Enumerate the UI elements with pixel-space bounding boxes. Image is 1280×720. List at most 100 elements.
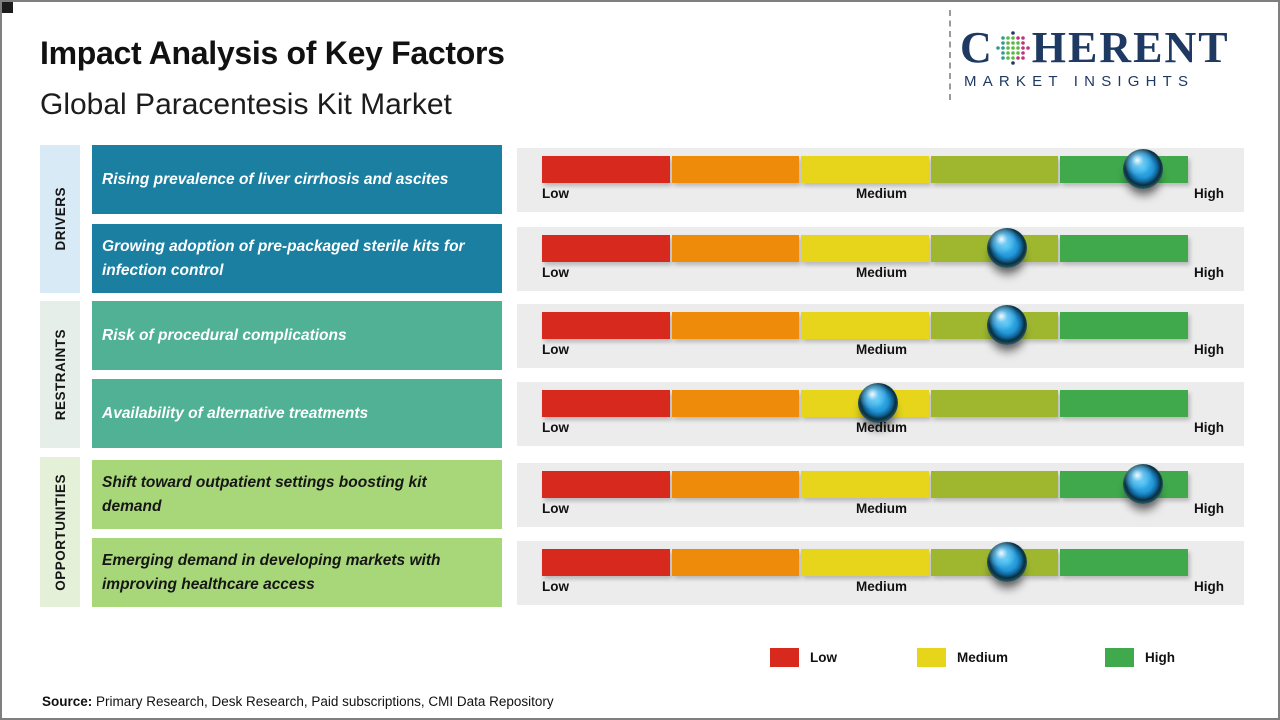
- scale-segment-low-mid: [671, 312, 800, 339]
- scale-segment-medium: [801, 471, 929, 498]
- scale-segment-low: [542, 390, 670, 417]
- factor-row: Growing adoption of pre-packaged sterile…: [92, 224, 1244, 293]
- impact-scale-panel: Low Medium High: [517, 541, 1244, 605]
- factor-row: Availability of alternative treatments L…: [92, 379, 1244, 448]
- scale-label-medium: Medium: [855, 501, 907, 516]
- scale-label-high: High: [1193, 186, 1224, 201]
- impact-scale-panel: Low Medium High: [517, 463, 1244, 527]
- impact-marker-icon: [857, 383, 898, 423]
- scale-label-low: Low: [542, 501, 569, 516]
- factor-text: Rising prevalence of liver cirrhosis and…: [102, 170, 449, 188]
- scale-bar: [542, 542, 1188, 582]
- legend-swatch-medium: [917, 648, 946, 667]
- legend-item-medium: Medium: [917, 648, 1008, 667]
- scale-label-high: High: [1193, 501, 1224, 516]
- scale-segment-low-mid: [671, 390, 800, 417]
- factor-box: Shift toward outpatient settings boostin…: [92, 460, 502, 529]
- scale-segment-low: [542, 312, 670, 339]
- scale-label-medium: Medium: [855, 420, 907, 435]
- scale-segment-high: [1060, 390, 1188, 417]
- source-text: Primary Research, Desk Research, Paid su…: [92, 694, 554, 709]
- factor-box: Rising prevalence of liver cirrhosis and…: [92, 145, 502, 214]
- source-prefix: Source:: [42, 694, 93, 709]
- factor-row: Risk of procedural complications Low Med…: [92, 301, 1244, 370]
- scale-segment-mid-high: [930, 471, 1059, 498]
- scale-label-medium: Medium: [855, 342, 907, 357]
- scale-label-high: High: [1193, 265, 1224, 280]
- legend-swatch-high: [1105, 648, 1134, 667]
- scale-label-high: High: [1193, 420, 1224, 435]
- scale-segment-low-mid: [671, 235, 800, 262]
- scale-segment-mid-high: [930, 156, 1059, 183]
- factor-text: Availability of alternative treatments: [102, 404, 369, 422]
- scale-labels: Low Medium High: [542, 342, 1224, 357]
- scale-label-medium: Medium: [855, 186, 907, 201]
- globe-icon: [995, 31, 1030, 65]
- scale-segment-low: [542, 471, 670, 498]
- scale-labels: Low Medium High: [542, 420, 1224, 435]
- brand-tagline: MARKET INSIGHTS: [964, 73, 1195, 90]
- scale-labels: Low Medium High: [542, 579, 1224, 594]
- logo-divider: [949, 10, 951, 100]
- scale-segment-medium: [801, 156, 929, 183]
- brand-text-post: HERENT: [1031, 23, 1230, 72]
- legend-label-high: High: [1145, 650, 1175, 665]
- brand-text-pre: C: [960, 23, 994, 72]
- impact-scale-panel: Low Medium High: [517, 227, 1244, 291]
- scale-labels: Low Medium High: [542, 501, 1224, 516]
- scale-segment-low-mid: [671, 549, 800, 576]
- legend-label-low: Low: [810, 650, 837, 665]
- scale-labels: Low Medium High: [542, 186, 1224, 201]
- scale-bar: [542, 383, 1188, 423]
- scale-segment-high: [1060, 549, 1188, 576]
- scale-segment-high: [1060, 235, 1188, 262]
- factor-box: Availability of alternative treatments: [92, 379, 502, 448]
- factor-box: Emerging demand in developing markets wi…: [92, 538, 502, 607]
- brand-wordmark: C HERENT: [960, 26, 1256, 70]
- impact-scale-panel: Low Medium High: [517, 304, 1244, 368]
- scale-segment-low: [542, 156, 670, 183]
- category-label-restraints: RESTRAINTS: [52, 328, 68, 421]
- scale-label-low: Low: [542, 579, 569, 594]
- brand-logo: C HERENT MARKET INSIGHTS: [960, 26, 1256, 91]
- scale-label-high: High: [1193, 579, 1224, 594]
- page-title: Impact Analysis of Key Factors: [40, 35, 505, 71]
- page-subtitle: Global Paracentesis Kit Market: [40, 88, 452, 121]
- factor-box: Risk of procedural complications: [92, 301, 502, 370]
- scale-label-medium: Medium: [855, 579, 907, 594]
- source-note: Source: Primary Research, Desk Research,…: [42, 694, 554, 709]
- factor-text: Emerging demand in developing markets wi…: [102, 551, 441, 593]
- legend-item-high: High: [1105, 648, 1175, 667]
- scale-bar: [542, 149, 1188, 189]
- category-label-opportunities: OPPORTUNITIES: [52, 473, 68, 591]
- category-label-drivers: DRIVERS: [52, 187, 68, 251]
- scale-segment-low-mid: [671, 156, 800, 183]
- scale-segment-mid-high: [930, 390, 1059, 417]
- factor-row: Shift toward outpatient settings boostin…: [92, 460, 1244, 529]
- factor-text: Shift toward outpatient settings boostin…: [102, 473, 427, 515]
- scale-bar: [542, 464, 1188, 504]
- impact-scale-panel: Low Medium High: [517, 382, 1244, 446]
- scale-segment-low-mid: [671, 471, 800, 498]
- scale-label-low: Low: [542, 342, 569, 357]
- scale-segment-low: [542, 235, 670, 262]
- scale-segment-medium: [801, 235, 929, 262]
- impact-marker-icon: [1122, 464, 1163, 504]
- factor-box: Growing adoption of pre-packaged sterile…: [92, 224, 502, 293]
- scale-label-low: Low: [542, 186, 569, 201]
- corner-mark: [2, 2, 13, 13]
- scale-label-low: Low: [542, 265, 569, 280]
- scale-labels: Low Medium High: [542, 265, 1224, 280]
- category-strip-drivers: DRIVERS: [40, 145, 80, 293]
- scale-label-low: Low: [542, 420, 569, 435]
- factor-row: Emerging demand in developing markets wi…: [92, 538, 1244, 607]
- scale-segment-high: [1060, 312, 1188, 339]
- scale-segment-medium: [801, 312, 929, 339]
- category-strip-restraints: RESTRAINTS: [40, 301, 80, 448]
- legend-swatch-low: [770, 648, 799, 667]
- impact-marker-icon: [987, 305, 1028, 345]
- impact-scale-panel: Low Medium High: [517, 148, 1244, 212]
- factor-text: Growing adoption of pre-packaged sterile…: [102, 237, 465, 279]
- legend-label-medium: Medium: [957, 650, 1009, 665]
- impact-marker-icon: [987, 542, 1028, 582]
